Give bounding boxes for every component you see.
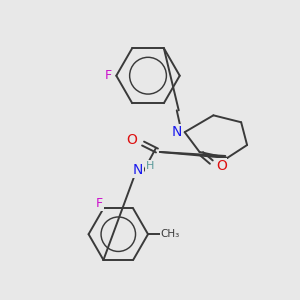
Text: N: N [172,125,182,139]
Text: F: F [96,197,103,210]
Text: CH₃: CH₃ [160,229,179,239]
Text: O: O [216,159,227,173]
Text: H: H [146,161,154,171]
Text: O: O [127,133,138,147]
Text: N: N [133,163,143,177]
Text: F: F [105,69,112,82]
